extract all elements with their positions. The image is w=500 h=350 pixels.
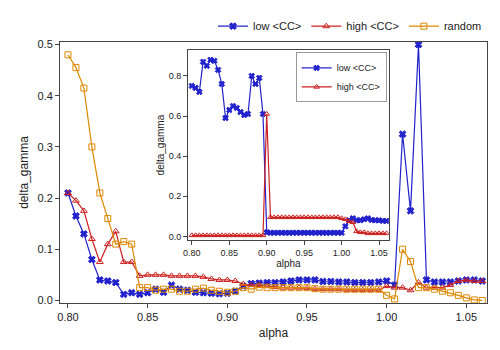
svg-text:1.00: 1.00 (376, 311, 397, 323)
svg-text:0.5: 0.5 (38, 38, 53, 50)
svg-text:alpha: alpha (276, 258, 301, 269)
svg-text:1.05: 1.05 (456, 311, 477, 323)
svg-text:delta_gamma: delta_gamma (155, 114, 166, 175)
svg-text:0.90: 0.90 (217, 311, 238, 323)
svg-text:high <CC>: high <CC> (337, 82, 380, 92)
svg-text:random: random (444, 20, 481, 32)
svg-text:0.8: 0.8 (169, 71, 182, 81)
svg-text:0.80: 0.80 (183, 248, 201, 258)
svg-text:1.05: 1.05 (370, 248, 388, 258)
svg-text:0.1: 0.1 (38, 243, 53, 255)
svg-text:0.0: 0.0 (169, 232, 182, 242)
svg-text:delta_gamma: delta_gamma (17, 136, 31, 209)
svg-text:0.95: 0.95 (295, 248, 313, 258)
svg-text:0.2: 0.2 (169, 191, 182, 201)
svg-text:0.95: 0.95 (296, 311, 317, 323)
svg-text:0.3: 0.3 (38, 141, 53, 153)
svg-text:0.80: 0.80 (57, 311, 78, 323)
svg-text:0.0: 0.0 (38, 294, 53, 306)
svg-text:high <CC>: high <CC> (346, 20, 399, 32)
svg-text:1.00: 1.00 (333, 248, 351, 258)
svg-text:alpha: alpha (259, 326, 289, 340)
svg-text:0.2: 0.2 (38, 192, 53, 204)
svg-text:low <CC>: low <CC> (337, 63, 377, 73)
svg-text:0.85: 0.85 (221, 248, 239, 258)
svg-text:0.90: 0.90 (258, 248, 276, 258)
svg-text:0.4: 0.4 (169, 151, 182, 161)
svg-text:low <CC>: low <CC> (253, 20, 301, 32)
svg-text:0.6: 0.6 (169, 111, 182, 121)
svg-text:0.85: 0.85 (137, 311, 158, 323)
svg-text:0.4: 0.4 (38, 90, 53, 102)
